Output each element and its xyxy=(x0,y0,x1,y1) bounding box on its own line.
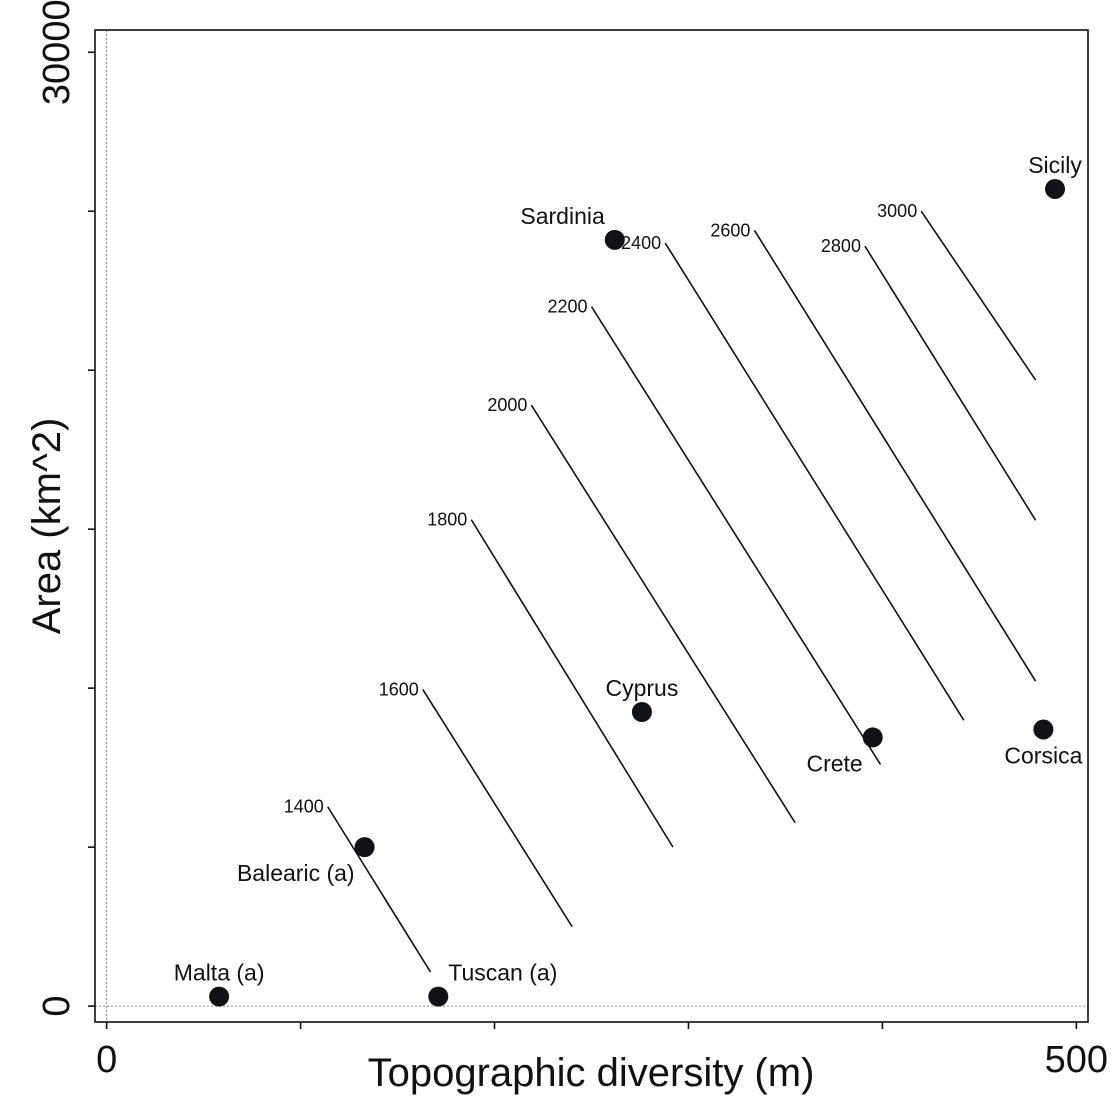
contour-label-2200: 2200 xyxy=(547,297,587,317)
point-label-malta-a: Malta (a) xyxy=(174,960,265,986)
point-label-sicily: Sicily xyxy=(1028,152,1082,178)
contour-line-2400 xyxy=(664,242,965,721)
contour-label-1800: 1800 xyxy=(427,510,467,530)
data-point-cyprus xyxy=(631,702,652,722)
y-tick-label: 0 xyxy=(36,996,78,1017)
x-tick-label: 500 xyxy=(1045,1039,1108,1081)
contour-line-2600 xyxy=(753,229,1037,682)
point-label-cyprus: Cyprus xyxy=(605,675,678,701)
contour-line-2800 xyxy=(864,245,1037,521)
contour-line-2000 xyxy=(530,404,796,824)
contour-line-3000 xyxy=(920,210,1037,381)
point-layer: Malta (a) Tuscan (a) Balearic (a) Cyprus Cre… xyxy=(174,152,1083,1007)
contour-line-1600 xyxy=(422,688,573,928)
plot-frame xyxy=(94,29,1089,1023)
data-point-tuscan-a xyxy=(428,986,449,1007)
x-tick-label: 0 xyxy=(96,1039,117,1081)
data-point-balearic-a xyxy=(354,837,375,858)
data-point-malta-a xyxy=(209,986,230,1007)
data-point-sardinia xyxy=(604,229,625,250)
contour-label-2800: 2800 xyxy=(821,236,861,256)
point-label-crete: Crete xyxy=(806,750,862,776)
contour-label-1400: 1400 xyxy=(284,797,324,817)
y-tick-label: 30000 xyxy=(36,0,78,105)
x-axis-title: Topographic diversity (m) xyxy=(368,1051,815,1095)
y-axis-title: Area (km^2) xyxy=(25,418,69,635)
contour-label-1600: 1600 xyxy=(379,679,419,699)
axes-layer: 0 500 0 30000 xyxy=(36,0,1108,1081)
contour-line-1800 xyxy=(470,519,674,848)
point-label-corsica: Corsica xyxy=(1004,742,1082,768)
data-point-sicily xyxy=(1045,178,1066,199)
contour-label-2600: 2600 xyxy=(710,220,750,240)
contour-label-2400: 2400 xyxy=(621,233,661,253)
contour-label-2000: 2000 xyxy=(487,395,527,415)
contour-label-3000: 3000 xyxy=(877,201,917,221)
contour-line-2200 xyxy=(590,306,882,765)
point-label-tuscan-a: Tuscan (a) xyxy=(448,960,557,986)
contour-line-1400 xyxy=(327,806,432,973)
point-label-balearic-a: Balearic (a) xyxy=(237,860,355,886)
data-point-corsica xyxy=(1033,719,1054,740)
contour-layer: 1400 1600 1800 2000 2200 2400 2600 2800 3000 xyxy=(284,201,1037,973)
point-label-sardinia: Sardinia xyxy=(520,203,605,229)
data-point-crete xyxy=(862,727,883,748)
